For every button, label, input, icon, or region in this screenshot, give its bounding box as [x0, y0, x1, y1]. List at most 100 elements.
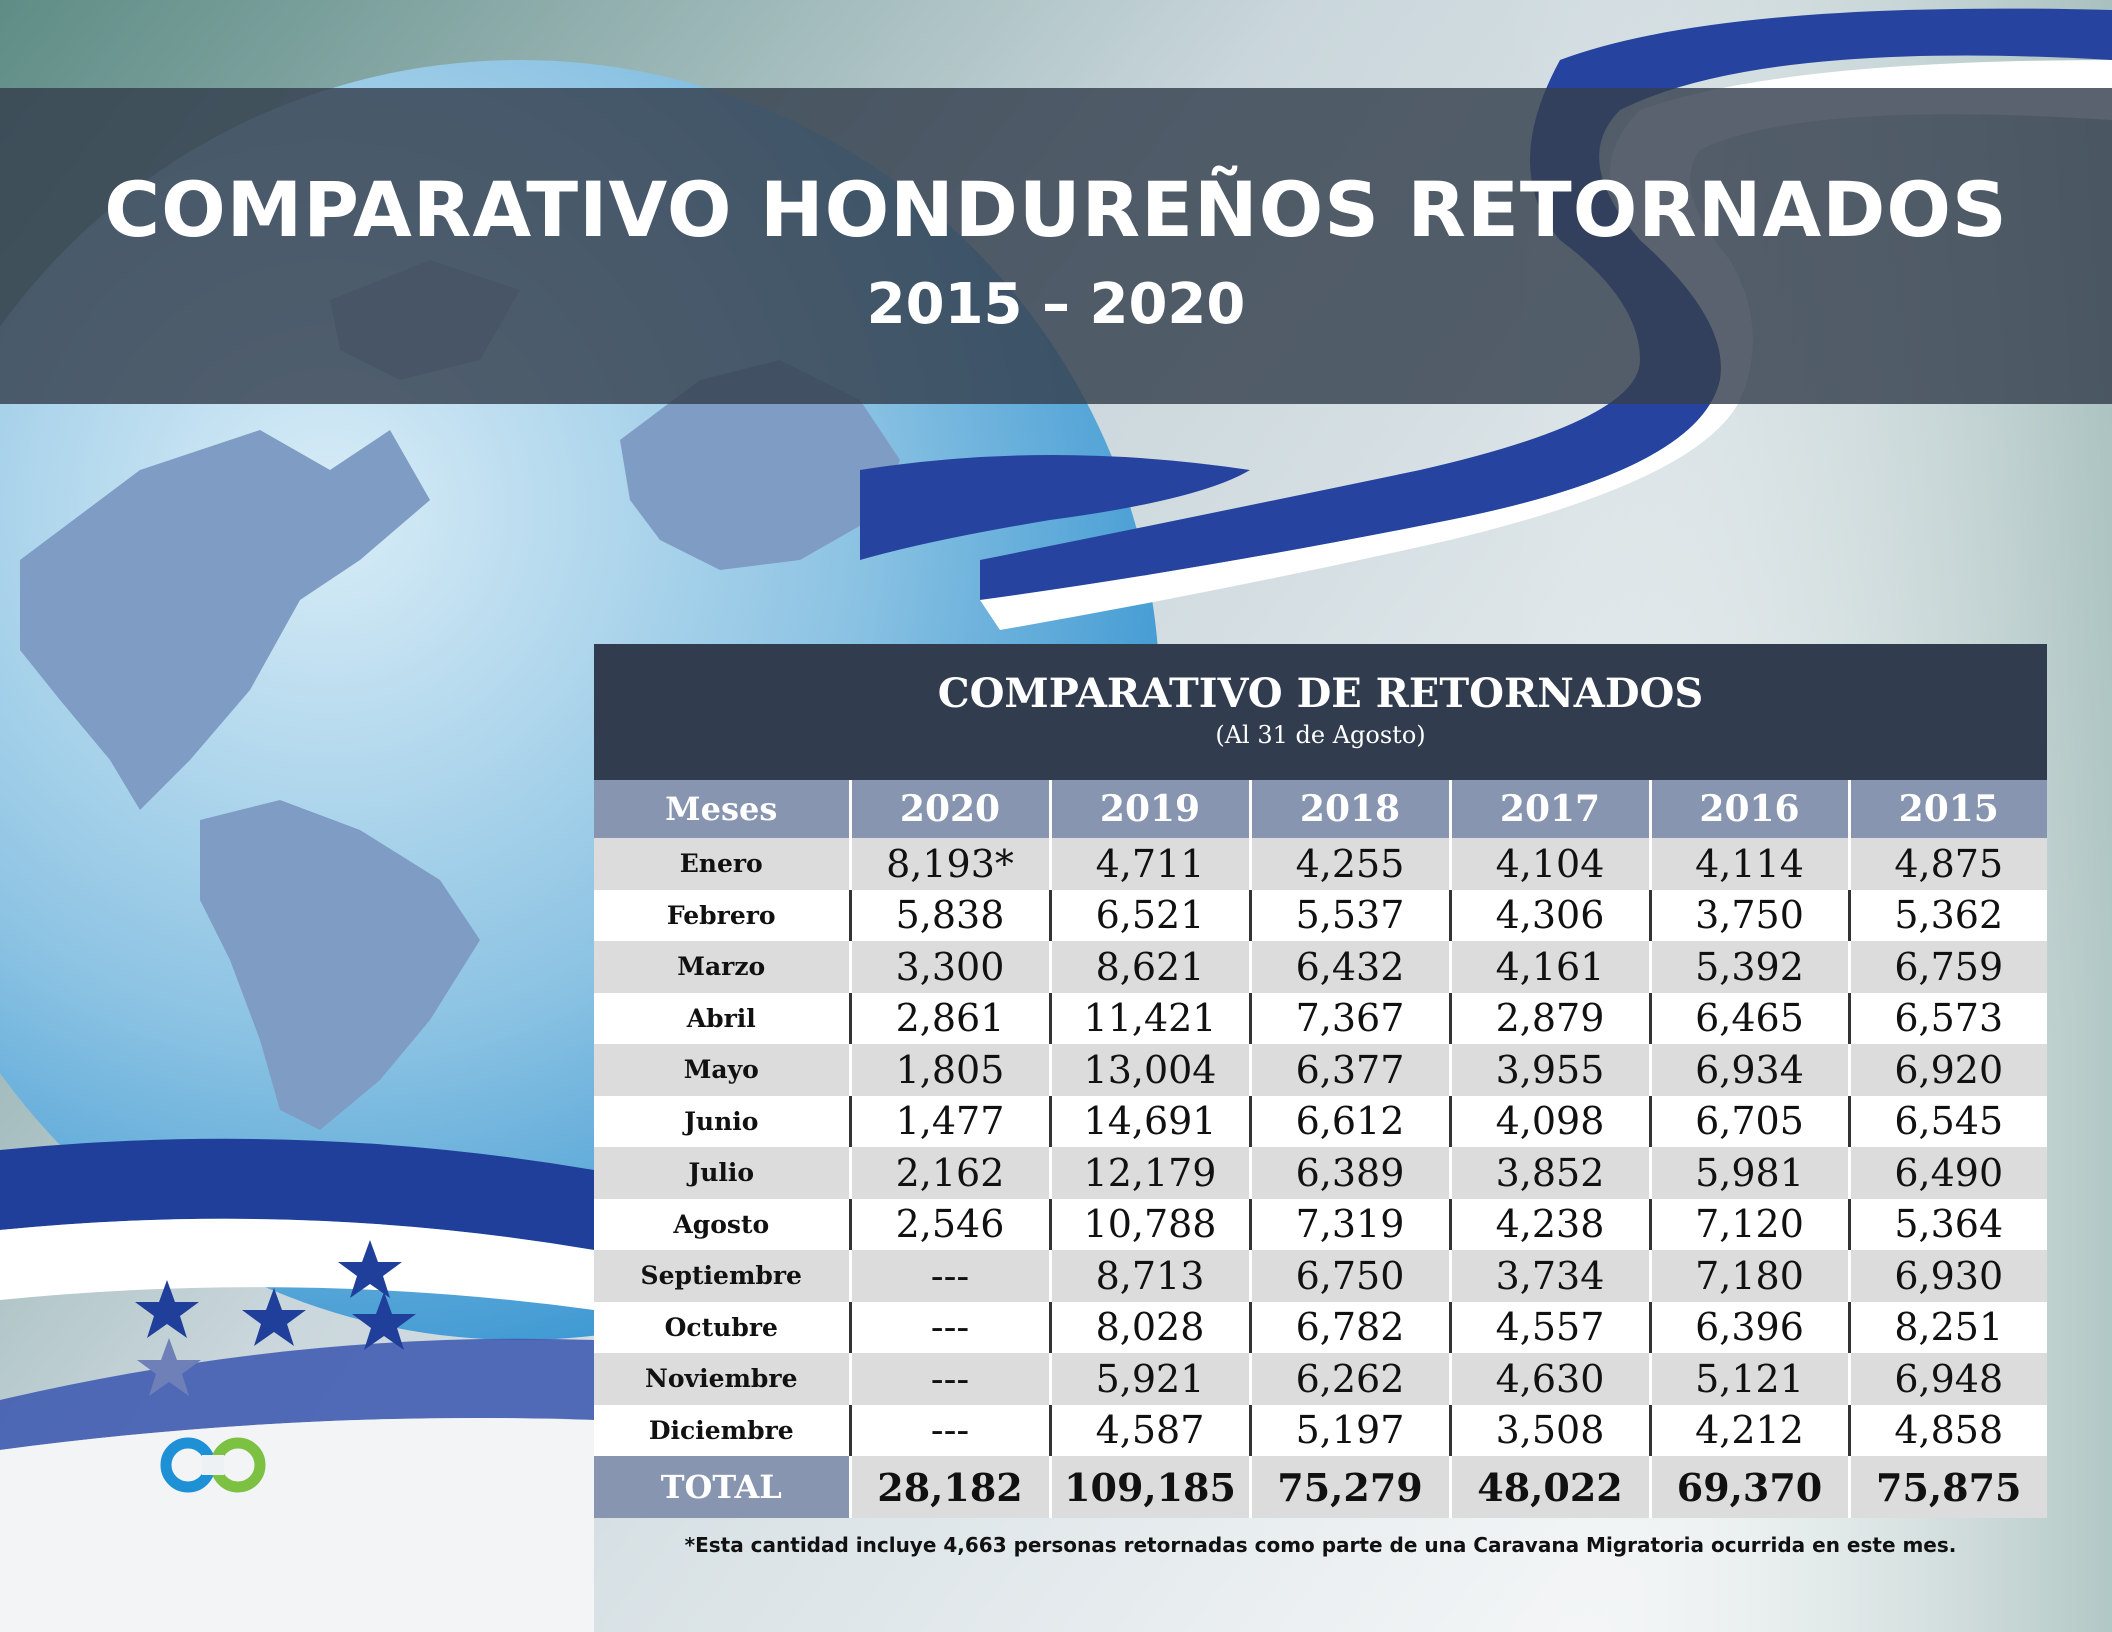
value-cell: 4,587	[1048, 1404, 1250, 1456]
value-cell: 6,432	[1248, 941, 1450, 993]
month-label: Septiembre	[594, 1250, 850, 1302]
star-icon	[135, 1280, 199, 1338]
table-row: Marzo 3,300 8,621 6,432 4,161 5,392 6,759	[594, 941, 2047, 993]
flag-band-blue-bottom	[0, 1338, 594, 1450]
value-cell: 8,251	[1847, 1301, 2047, 1353]
column-header: 2015	[1847, 780, 2047, 838]
flag-band-white	[0, 1218, 594, 1310]
table-row: Febrero 5,838 6,521 5,537 4,306 3,750 5,362	[594, 889, 2047, 941]
column-header: 2017	[1448, 780, 1650, 838]
table-row: Agosto 2,546 10,788 7,319 4,238 7,120 5,364	[594, 1198, 2047, 1250]
total-cell: 28,182	[848, 1456, 1050, 1518]
month-label: Agosto	[594, 1198, 850, 1250]
value-cell: 12,179	[1048, 1147, 1250, 1199]
value-cell: 6,389	[1248, 1147, 1450, 1199]
value-cell: 3,955	[1448, 1044, 1650, 1096]
star-icon	[137, 1338, 201, 1396]
value-cell: 6,759	[1847, 941, 2047, 993]
value-cell: ---	[848, 1301, 1050, 1353]
value-cell: 4,238	[1448, 1198, 1650, 1250]
value-cell: 6,396	[1648, 1301, 1849, 1353]
table-row: Abril 2,861 11,421 7,367 2,879 6,465 6,573	[594, 992, 2047, 1044]
north-america-shape	[20, 430, 430, 810]
flag-band-blue-top	[0, 1138, 594, 1250]
value-cell: 7,319	[1248, 1198, 1450, 1250]
value-cell: 4,212	[1648, 1404, 1849, 1456]
month-label: Enero	[594, 838, 850, 890]
month-label: Octubre	[594, 1301, 850, 1353]
europe-shape	[620, 360, 900, 570]
value-cell: 4,161	[1448, 941, 1650, 993]
value-cell: 3,300	[848, 941, 1050, 993]
value-cell: 4,875	[1847, 838, 2047, 890]
value-cell: 4,858	[1847, 1404, 2047, 1456]
south-america-shape	[200, 800, 480, 1130]
page-title: COMPARATIVO HONDUREÑOS RETORNADOS	[104, 165, 2008, 254]
total-row: TOTAL 28,182 109,185 75,279 48,022 69,37…	[594, 1456, 2047, 1518]
column-header: 2018	[1248, 780, 1450, 838]
value-cell: 6,934	[1648, 1044, 1849, 1096]
value-cell: 8,028	[1048, 1301, 1250, 1353]
title-banner	[0, 88, 2112, 404]
value-cell: 8,621	[1048, 941, 1250, 993]
table-row: Noviembre --- 5,921 6,262 4,630 5,121 6,948	[594, 1353, 2047, 1405]
column-header: 2019	[1048, 780, 1250, 838]
value-cell: 5,537	[1248, 889, 1450, 941]
value-cell: 6,521	[1048, 889, 1250, 941]
value-cell: 6,930	[1847, 1250, 2047, 1302]
table-row: Julio 2,162 12,179 6,389 3,852 5,981 6,490	[594, 1147, 2047, 1199]
table-row: Junio 1,477 14,691 6,612 4,098 6,705 6,545	[594, 1095, 2047, 1147]
ribbon-blue-bottom	[860, 455, 1250, 560]
value-cell: 3,508	[1448, 1404, 1650, 1456]
logo-icon	[160, 1437, 266, 1493]
value-cell: 7,367	[1248, 992, 1450, 1044]
value-cell: 11,421	[1048, 992, 1250, 1044]
month-label: Abril	[594, 992, 850, 1044]
value-cell: 6,262	[1248, 1353, 1450, 1405]
table-subtitle: (Al 31 de Agosto)	[1215, 721, 1426, 749]
total-label: TOTAL	[594, 1456, 850, 1518]
value-cell: 4,630	[1448, 1353, 1650, 1405]
value-cell: 6,948	[1847, 1353, 2047, 1405]
value-cell: 5,197	[1248, 1404, 1450, 1456]
value-cell: 1,477	[848, 1095, 1050, 1147]
value-cell: 3,750	[1648, 889, 1849, 941]
month-label: Noviembre	[594, 1353, 850, 1405]
comparison-table: COMPARATIVO DE RETORNADOS (Al 31 de Agos…	[594, 644, 2047, 1518]
value-cell: 8,193*	[848, 838, 1050, 890]
value-cell: 2,879	[1448, 992, 1650, 1044]
value-cell: 6,377	[1248, 1044, 1450, 1096]
value-cell: 2,546	[848, 1198, 1050, 1250]
flag-stars	[135, 1240, 416, 1396]
value-cell: ---	[848, 1404, 1050, 1456]
month-label: Febrero	[594, 889, 850, 941]
value-cell: 3,852	[1448, 1147, 1650, 1199]
value-cell: 2,861	[848, 992, 1050, 1044]
total-cell: 109,185	[1048, 1456, 1250, 1518]
value-cell: 5,362	[1847, 889, 2047, 941]
value-cell: 13,004	[1048, 1044, 1250, 1096]
month-label: Julio	[594, 1147, 850, 1199]
value-cell: 4,098	[1448, 1095, 1650, 1147]
table-title-box: COMPARATIVO DE RETORNADOS (Al 31 de Agos…	[594, 644, 2047, 780]
value-cell: 6,545	[1847, 1095, 2047, 1147]
value-cell: 14,691	[1048, 1095, 1250, 1147]
header-row: Meses 2020 2019 2018 2017 2016 2015	[594, 780, 2047, 838]
value-cell: 4,255	[1248, 838, 1450, 890]
column-header: 2016	[1648, 780, 1849, 838]
value-cell: 6,573	[1847, 992, 2047, 1044]
value-cell: 5,981	[1648, 1147, 1849, 1199]
value-cell: 6,465	[1648, 992, 1849, 1044]
value-cell: 5,121	[1648, 1353, 1849, 1405]
value-cell: 6,782	[1248, 1301, 1450, 1353]
month-label: Marzo	[594, 941, 850, 993]
table-row: Diciembre --- 4,587 5,197 3,508 4,212 4,858	[594, 1404, 2047, 1456]
value-cell: 2,162	[848, 1147, 1050, 1199]
table-row: Enero 8,193* 4,711 4,255 4,104 4,114 4,875	[594, 838, 2047, 890]
value-cell: 4,711	[1048, 838, 1250, 890]
page-subtitle: 2015 – 2020	[866, 272, 1246, 337]
column-header: 2020	[848, 780, 1050, 838]
value-cell: 7,120	[1648, 1198, 1849, 1250]
value-cell: 6,705	[1648, 1095, 1849, 1147]
table-title: COMPARATIVO DE RETORNADOS	[937, 670, 1704, 717]
